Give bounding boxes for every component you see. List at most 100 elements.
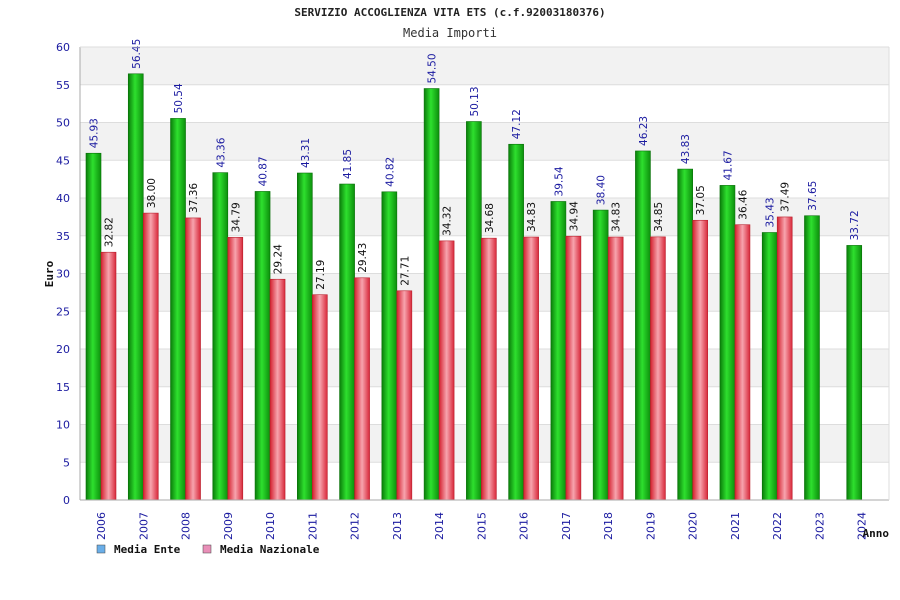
y-tick-label: 15	[56, 381, 70, 394]
bar-nazionale	[227, 237, 244, 501]
bar-value-label: 37.36	[188, 183, 200, 213]
bar-nazionale	[354, 277, 370, 501]
bar-value-label: 34.83	[611, 202, 623, 232]
bar-value-label: 27.71	[399, 256, 411, 286]
bar-value-label: 37.05	[695, 185, 707, 215]
bar-value-label: 41.85	[342, 149, 354, 179]
bar-value-label: 41.67	[722, 150, 734, 180]
x-tick-label: 2019	[644, 512, 657, 540]
bar-nazionale	[269, 278, 286, 501]
bar-value-label: 34.85	[653, 202, 665, 232]
x-tick-label: 2017	[560, 512, 573, 540]
legend-label-nazionale: Media Nazionale	[220, 543, 320, 556]
x-tick-label: 2011	[306, 512, 319, 540]
bar-value-label: 27.19	[315, 260, 327, 290]
x-tick-label: 2022	[771, 512, 784, 540]
bar-nazionale	[396, 290, 413, 501]
bar-value-label: 50.54	[173, 83, 185, 113]
bar-value-label: 38.40	[596, 175, 608, 205]
bar-value-label: 29.24	[273, 244, 285, 274]
bar-value-label: 34.83	[526, 202, 538, 232]
bar-value-label: 35.43	[765, 197, 777, 227]
bar-nazionale	[776, 216, 793, 501]
bar-value-label: 43.83	[680, 134, 692, 164]
legend-swatch-nazionale	[202, 544, 212, 554]
y-tick-label: 35	[56, 230, 70, 243]
y-tick-label: 25	[56, 305, 70, 318]
x-axis-label: Anno	[863, 527, 890, 540]
grid-band	[80, 47, 889, 85]
bar-ente	[85, 152, 102, 501]
y-axis-label: Euro	[43, 260, 56, 287]
y-tick-label: 45	[56, 154, 70, 167]
bar-value-label: 29.43	[357, 243, 369, 273]
x-tick-label: 2012	[349, 512, 362, 540]
bar-value-label: 34.68	[484, 203, 496, 233]
bar-ente	[127, 73, 144, 501]
x-tick-label: 2016	[518, 512, 531, 540]
bar-ente	[254, 191, 271, 501]
bar-ente	[550, 201, 567, 501]
bar-value-label: 43.31	[300, 138, 312, 168]
bar-value-label: 34.32	[442, 206, 454, 236]
x-tick-label: 2021	[729, 512, 742, 540]
bar-value-label: 40.82	[384, 157, 396, 187]
x-tick-label: 2015	[475, 512, 488, 540]
bar-nazionale	[142, 212, 159, 501]
bar-ente	[508, 143, 524, 501]
bar-ente	[423, 88, 440, 501]
bar-nazionale	[185, 217, 201, 501]
x-tick-label: 2006	[95, 512, 108, 540]
bar-nazionale	[607, 236, 624, 501]
y-tick-label: 5	[63, 456, 70, 469]
bar-nazionale	[650, 236, 666, 501]
bar-nazionale	[481, 237, 497, 501]
x-tick-label: 2010	[264, 512, 277, 540]
bar-value-label: 37.65	[807, 181, 819, 211]
bar-value-label: 38.00	[146, 178, 158, 208]
bar-nazionale	[523, 236, 539, 501]
bar-nazionale	[692, 219, 708, 501]
y-tick-label: 50	[56, 117, 70, 130]
y-tick-label: 60	[56, 41, 70, 54]
bar-ente	[339, 183, 355, 501]
bar-value-label: 56.45	[131, 39, 143, 69]
chart-subtitle: Media Importi	[403, 26, 497, 40]
bar-value-label: 39.54	[553, 166, 565, 196]
x-tick-label: 2024	[856, 512, 869, 540]
y-tick-label: 10	[56, 419, 70, 432]
x-tick-label: 2009	[222, 512, 235, 540]
bar-ente	[170, 118, 186, 501]
legend: Media Ente Media Nazionale	[96, 543, 320, 556]
bar-value-label: 37.49	[780, 182, 792, 212]
bar-value-label: 34.94	[568, 201, 580, 231]
bar-value-label: 54.50	[427, 53, 439, 83]
bar-value-label: 47.12	[511, 109, 523, 139]
x-tick-label: 2007	[137, 512, 150, 540]
x-tick-label: 2023	[813, 512, 826, 540]
bar-ente	[677, 168, 693, 501]
y-tick-label: 30	[56, 268, 70, 281]
bar-ente	[635, 150, 651, 501]
legend-label-ente: Media Ente	[114, 543, 181, 556]
bar-nazionale	[734, 224, 751, 501]
bar-ente	[804, 215, 820, 501]
bar-ente	[592, 209, 609, 501]
bar-ente	[719, 185, 736, 501]
bar-value-label: 50.13	[469, 86, 481, 116]
bar-value-label: 33.72	[849, 210, 861, 240]
x-tick-label: 2013	[391, 512, 404, 540]
legend-swatch-ente	[96, 544, 106, 554]
bar-value-label: 40.87	[258, 156, 270, 186]
y-tick-label: 55	[56, 79, 70, 92]
bar-nazionale	[312, 294, 328, 501]
grid-band	[80, 122, 889, 161]
x-tick-label: 2020	[687, 512, 700, 540]
bar-value-label: 46.23	[638, 116, 650, 146]
y-tick-label: 40	[56, 192, 70, 205]
bar-nazionale	[438, 240, 455, 501]
bar-ente	[297, 172, 313, 501]
x-tick-label: 2008	[180, 512, 193, 540]
x-tick-label: 2014	[433, 512, 446, 540]
